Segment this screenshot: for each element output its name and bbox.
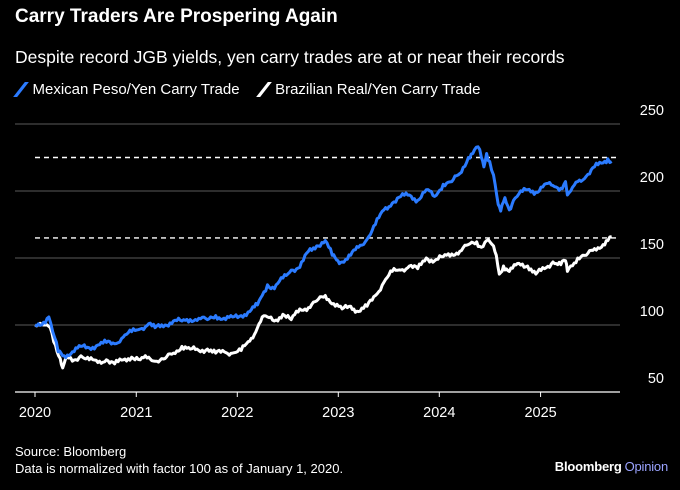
brand-logo: Bloomberg Opinion <box>555 459 668 474</box>
brand-accent: Opinion <box>624 459 669 474</box>
y-tick-label: 200 <box>640 170 664 186</box>
x-tick-label: 2024 <box>423 405 455 421</box>
x-tick-label: 2022 <box>221 405 253 421</box>
series-line-mxn <box>34 145 613 360</box>
y-tick-label: 50 <box>648 371 664 387</box>
series-line-brl <box>34 235 613 370</box>
x-tick-label: 2021 <box>120 405 152 421</box>
normalization-note: Data is normalized with factor 100 as of… <box>15 461 344 476</box>
x-tick-label: 2023 <box>322 405 354 421</box>
x-tick-label: 2025 <box>524 405 556 421</box>
line-chart: 50 100 150 200 250 2020 2021 2022 2023 2024 2025 <box>15 103 664 421</box>
y-tick-label: 100 <box>640 304 664 320</box>
legend-label-mxn: Mexican Peso/Yen Carry Trade <box>32 81 240 98</box>
legend-item-mxn: Mexican Peso/Yen Carry Trade <box>13 81 240 98</box>
chart-title: Carry Traders Are Prospering Again <box>15 6 338 27</box>
source-note: Source: Bloomberg <box>15 444 127 459</box>
y-tick-label: 250 <box>640 103 664 119</box>
legend-item-brl: Brazilian Real/Yen Carry Trade <box>255 81 481 98</box>
x-tick-label: 2020 <box>19 405 51 421</box>
chart-legend: Mexican Peso/Yen Carry Trade Brazilian R… <box>13 81 498 98</box>
brand-main: Bloomberg <box>554 459 622 474</box>
chart-subtitle: Despite record JGB yields, yen carry tra… <box>15 47 565 67</box>
legend-label-brl: Brazilian Real/Yen Carry Trade <box>275 81 481 98</box>
y-tick-label: 150 <box>640 237 664 253</box>
